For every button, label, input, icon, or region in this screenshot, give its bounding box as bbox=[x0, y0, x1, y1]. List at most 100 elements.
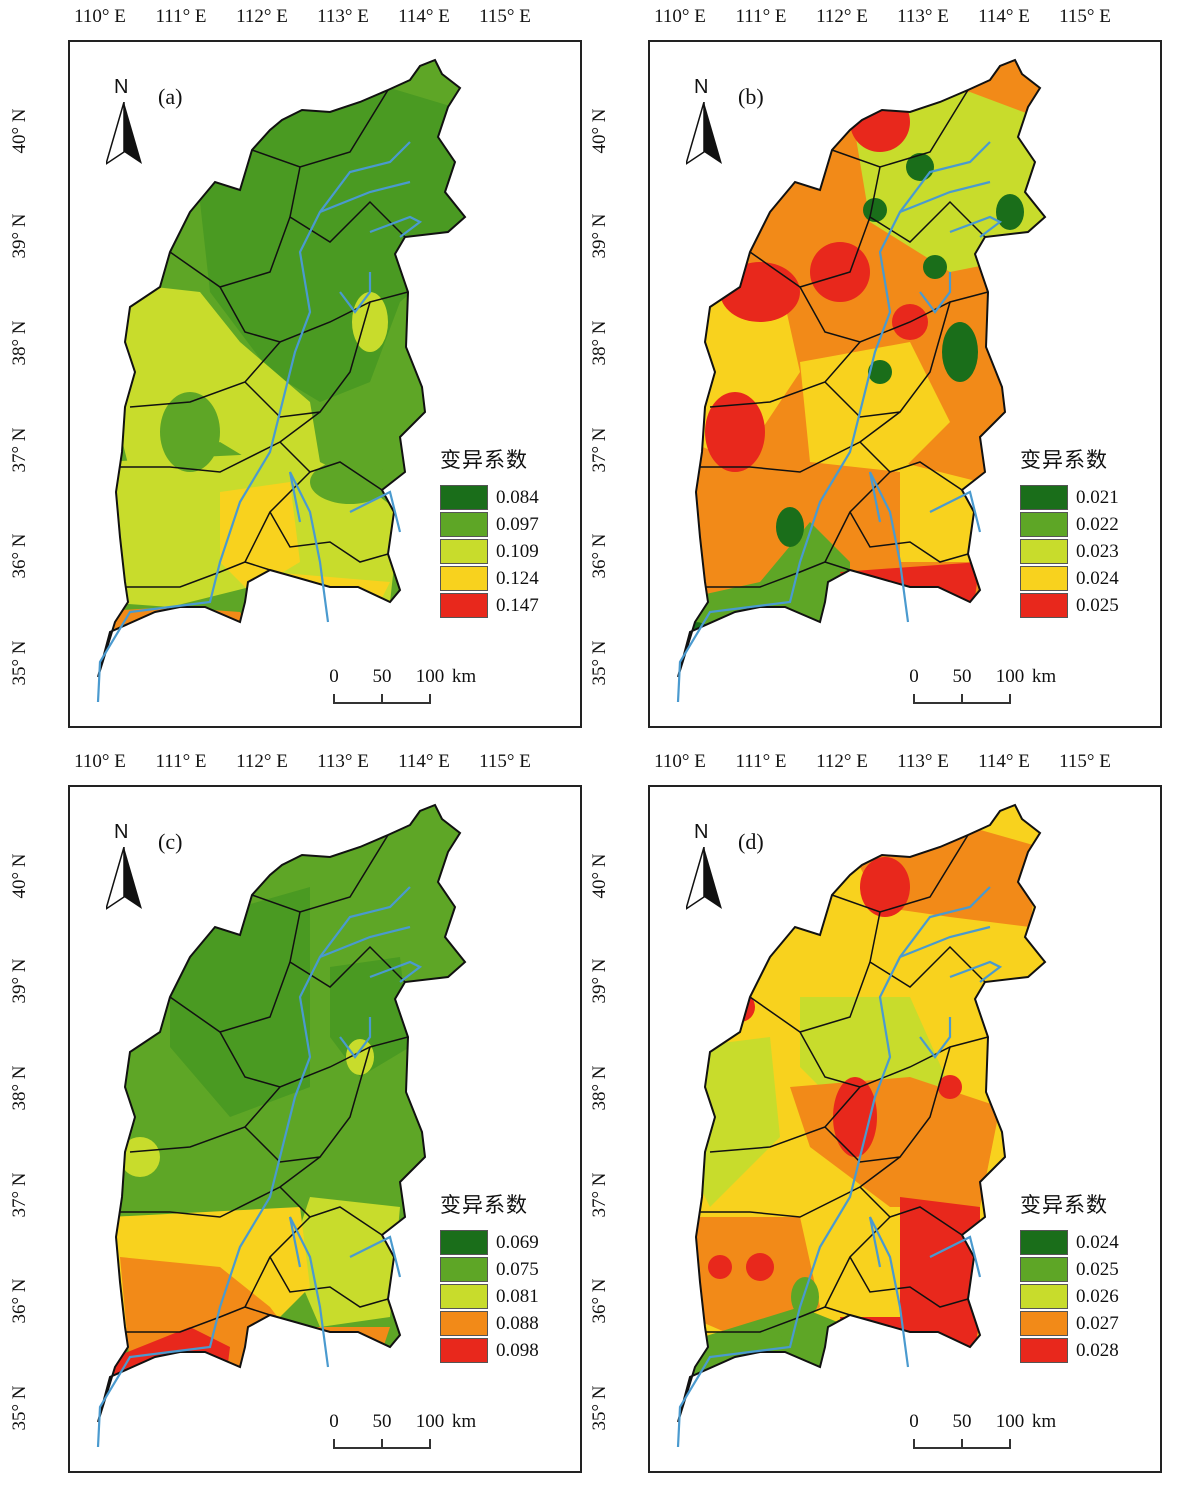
lat-label: 38° N bbox=[9, 320, 30, 366]
legend-swatch bbox=[1020, 1284, 1068, 1309]
legend-swatch bbox=[440, 512, 488, 537]
north-arrow: N bbox=[686, 821, 726, 911]
north-letter: N bbox=[694, 821, 709, 843]
legend-swatch bbox=[440, 1311, 488, 1336]
panel-label: (b) bbox=[738, 84, 764, 109]
lon-label: 112° E bbox=[816, 6, 868, 27]
legend: 变异系数 0.021 0.022 0.023 0.024 0.025 bbox=[1020, 444, 1150, 619]
map-frame: N (d) 变异系数 0.024 0.025 0.026 0.027 0.028… bbox=[648, 785, 1162, 1473]
legend-value: 0.027 bbox=[1076, 1312, 1119, 1334]
lon-label: 112° E bbox=[816, 751, 868, 772]
scale-label: 50 bbox=[372, 1411, 392, 1432]
longitude-labels: 110° E 111° E 112° E 113° E 114° E 115° … bbox=[0, 6, 586, 34]
scale-tick bbox=[913, 1439, 915, 1449]
legend-value: 0.124 bbox=[496, 567, 539, 589]
scale-label: 100 bbox=[415, 1411, 445, 1432]
north-arrow: N bbox=[686, 76, 726, 166]
legend-item: 0.026 bbox=[1020, 1283, 1150, 1310]
legend-value: 0.109 bbox=[496, 540, 539, 562]
lat-label: 37° N bbox=[589, 1172, 610, 1218]
legend-value: 0.081 bbox=[496, 1285, 539, 1307]
lon-label: 115° E bbox=[1059, 751, 1111, 772]
lon-label: 110° E bbox=[654, 6, 706, 27]
scale-label: 0 bbox=[329, 666, 339, 687]
legend: 变异系数 0.069 0.075 0.081 0.088 0.098 bbox=[440, 1189, 570, 1364]
legend-value: 0.025 bbox=[1076, 594, 1119, 616]
lon-label: 110° E bbox=[74, 751, 126, 772]
north-arrow-icon bbox=[106, 102, 142, 165]
scale-tick bbox=[913, 694, 915, 704]
lon-label: 111° E bbox=[735, 751, 787, 772]
legend-swatch bbox=[440, 485, 488, 510]
legend-value: 0.026 bbox=[1076, 1285, 1119, 1307]
lat-label: 40° N bbox=[9, 108, 30, 154]
scale-tick bbox=[429, 694, 431, 704]
lat-label: 40° N bbox=[9, 853, 30, 899]
legend-swatch bbox=[440, 593, 488, 618]
lon-label: 110° E bbox=[654, 751, 706, 772]
north-arrow-icon bbox=[686, 847, 722, 910]
legend-item: 0.025 bbox=[1020, 1256, 1150, 1283]
scale-label: 100 bbox=[995, 666, 1025, 687]
panel-label: (a) bbox=[158, 84, 183, 109]
legend-item: 0.027 bbox=[1020, 1310, 1150, 1337]
legend-swatch bbox=[440, 1338, 488, 1363]
lat-label: 35° N bbox=[9, 640, 30, 686]
legend-swatch bbox=[440, 566, 488, 591]
lat-label: 35° N bbox=[589, 1385, 610, 1431]
legend-value: 0.075 bbox=[496, 1258, 539, 1280]
lon-label: 114° E bbox=[398, 6, 450, 27]
legend-item: 0.069 bbox=[440, 1229, 570, 1256]
lon-label: 110° E bbox=[74, 6, 126, 27]
legend-value: 0.098 bbox=[496, 1339, 539, 1361]
scale-tick bbox=[1009, 694, 1011, 704]
scale-tick bbox=[381, 1439, 383, 1449]
lon-label: 112° E bbox=[236, 751, 288, 772]
lat-label: 36° N bbox=[9, 1278, 30, 1324]
panel-label: (d) bbox=[738, 829, 764, 854]
north-letter: N bbox=[694, 76, 709, 98]
longitude-labels: 110° E 111° E 112° E 113° E 114° E 115° … bbox=[0, 751, 586, 779]
map-frame: N (c) 变异系数 0.069 0.075 0.081 0.088 0.098… bbox=[68, 785, 582, 1473]
legend-swatch bbox=[1020, 512, 1068, 537]
lon-label: 111° E bbox=[155, 6, 207, 27]
lat-label: 40° N bbox=[589, 853, 610, 899]
scale-tick bbox=[381, 694, 383, 704]
lon-label: 114° E bbox=[978, 6, 1030, 27]
scale-bar: 0 50 100 km bbox=[328, 1411, 478, 1451]
lat-label: 35° N bbox=[589, 640, 610, 686]
lat-label: 36° N bbox=[589, 533, 610, 579]
legend-item: 0.024 bbox=[1020, 565, 1150, 592]
scale-tick bbox=[961, 1439, 963, 1449]
lat-label: 37° N bbox=[589, 427, 610, 473]
scale-tick bbox=[961, 694, 963, 704]
legend-value: 0.022 bbox=[1076, 513, 1119, 535]
map-frame: N (b) 变异系数 0.021 0.022 0.023 0.024 0.025… bbox=[648, 40, 1162, 728]
scale-label: 0 bbox=[329, 1411, 339, 1432]
legend-item: 0.098 bbox=[440, 1337, 570, 1364]
legend-swatch bbox=[1020, 485, 1068, 510]
scale-label: 50 bbox=[952, 666, 972, 687]
scale-label: 50 bbox=[952, 1411, 972, 1432]
legend-item: 0.147 bbox=[440, 592, 570, 619]
legend-value: 0.147 bbox=[496, 594, 539, 616]
lat-label: 39° N bbox=[9, 213, 30, 259]
scale-unit: km bbox=[1031, 1411, 1057, 1432]
panel-label: (c) bbox=[158, 829, 183, 854]
scale-label: 100 bbox=[415, 666, 445, 687]
province-map bbox=[96, 803, 467, 1448]
scale-unit: km bbox=[1031, 666, 1057, 687]
legend-swatch bbox=[1020, 1230, 1068, 1255]
scale-bar: 0 50 100 km bbox=[328, 666, 478, 706]
scale-tick bbox=[333, 1439, 335, 1449]
lat-label: 39° N bbox=[9, 958, 30, 1004]
north-arrow: N bbox=[106, 76, 146, 166]
legend-value: 0.088 bbox=[496, 1312, 539, 1334]
longitude-labels: 110° E 111° E 112° E 113° E 114° E 115° … bbox=[580, 751, 1166, 779]
legend-swatch bbox=[1020, 1338, 1068, 1363]
legend-item: 0.084 bbox=[440, 484, 570, 511]
lat-label: 38° N bbox=[589, 1065, 610, 1111]
lon-label: 112° E bbox=[236, 6, 288, 27]
lat-label: 35° N bbox=[9, 1385, 30, 1431]
lat-label: 40° N bbox=[589, 108, 610, 154]
